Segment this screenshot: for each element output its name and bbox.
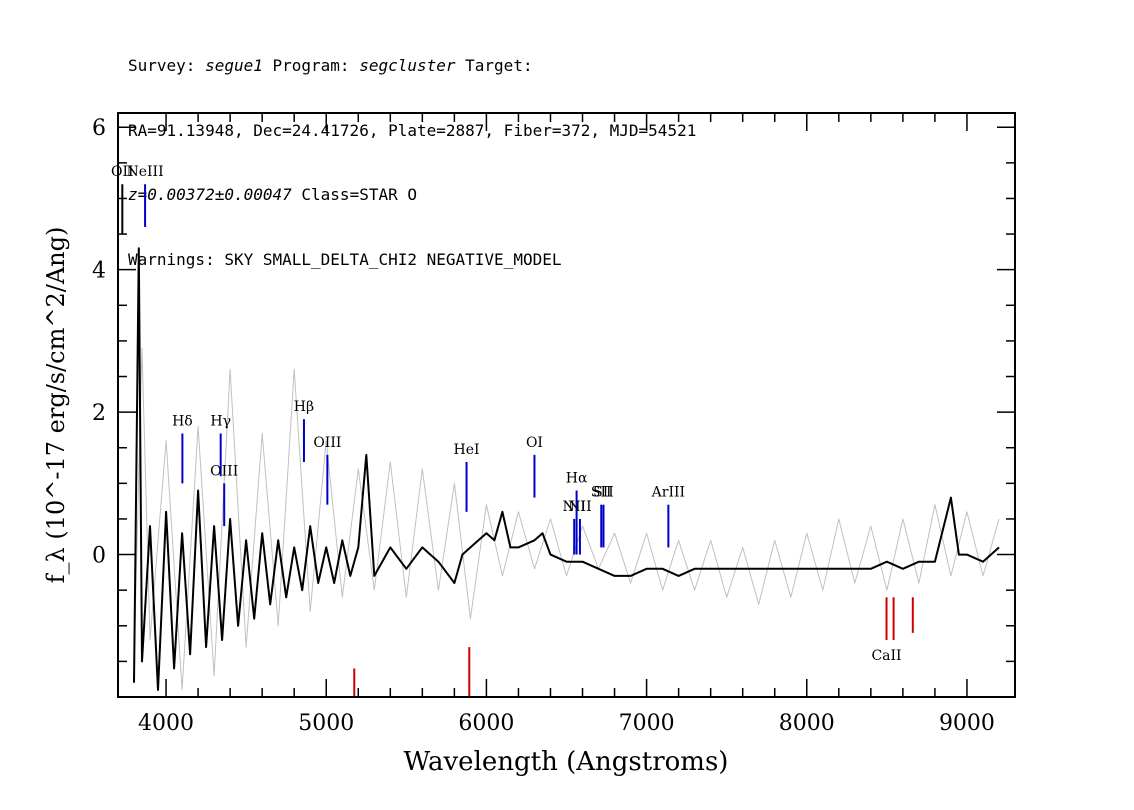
emission-line-label: NII	[568, 499, 591, 515]
survey-value: segue1	[205, 56, 263, 75]
survey-label: Survey:	[128, 56, 206, 75]
flux-smoothed-line	[133, 247, 1000, 691]
emission-line-label: HeI	[454, 442, 480, 458]
emission-line-label: Hβ	[294, 399, 314, 415]
emission-line-label: NeIII	[126, 164, 163, 180]
emission-line-label: OIII	[313, 435, 341, 451]
emission-line-label: SII	[593, 485, 614, 501]
flux-noisy-line	[133, 347, 1000, 691]
tick-labels: 4000 5000 6000 7000 8000 9000 0 2 4 6	[92, 116, 995, 736]
header-line-coords: RA=91.13948, Dec=24.41726, Plate=2887, F…	[128, 120, 697, 140]
y-tick-label: 0	[92, 544, 106, 569]
plot-header: Survey: segue1 Program: segcluster Targe…	[128, 12, 696, 292]
y-axis-label: f_λ (10^-17 erg/s/cm^2/Ang)	[42, 227, 70, 584]
absorption-line-label: CaII	[871, 648, 901, 664]
x-tick-label: 4000	[138, 711, 194, 736]
header-line-warnings: Warnings: SKY SMALL_DELTA_CHI2 NEGATIVE_…	[128, 249, 562, 269]
flux-noisy-series	[133, 347, 1000, 691]
y-tick-label: 6	[92, 116, 106, 141]
target-label: Target:	[455, 56, 533, 75]
program-value: segcluster	[359, 56, 456, 75]
class-value: Class=STAR O	[291, 185, 417, 204]
emission-line-label: Hα	[566, 470, 588, 486]
axes	[117, 112, 1016, 698]
plot-frame	[117, 112, 1016, 698]
x-axis-label: Wavelength (Angstroms)	[404, 747, 729, 777]
x-tick-label: 8000	[779, 711, 835, 736]
emission-line-label: OIII	[210, 463, 238, 479]
flux-smoothed-series	[133, 247, 1000, 691]
x-tick-label: 7000	[619, 711, 675, 736]
x-tick-label: 6000	[458, 711, 514, 736]
header-line-survey: Survey: segue1 Program: segcluster Targe…	[128, 55, 696, 77]
y-tick-label: 2	[92, 401, 106, 426]
emission-line-label: Hδ	[172, 413, 193, 429]
emission-line-label: ArIII	[651, 485, 685, 501]
header-line-redshift: z=0.00372±0.00047 Class=STAR O	[128, 184, 696, 206]
emission-line-label: OII	[111, 164, 134, 180]
emission-line-label: SII	[591, 485, 612, 501]
emission-line-label: OI	[526, 435, 543, 451]
y-tick-label: 4	[92, 259, 106, 284]
x-tick-label: 5000	[298, 711, 354, 736]
emission-line-label: Hγ	[210, 413, 231, 429]
emission-line-label: NII	[563, 499, 586, 515]
x-tick-label: 9000	[939, 711, 995, 736]
program-label: Program:	[262, 56, 360, 75]
redshift-value: z=0.00372±0.00047	[128, 185, 292, 204]
